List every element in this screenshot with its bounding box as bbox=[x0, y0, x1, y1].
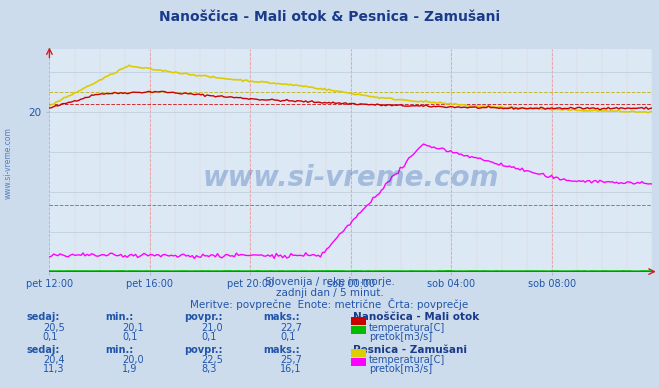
Text: pretok[m3/s]: pretok[m3/s] bbox=[369, 332, 432, 342]
Text: maks.:: maks.: bbox=[264, 312, 301, 322]
Text: sedaj:: sedaj: bbox=[26, 345, 60, 355]
Text: 21,0: 21,0 bbox=[201, 323, 223, 333]
Text: 20,0: 20,0 bbox=[122, 355, 144, 365]
Text: temperatura[C]: temperatura[C] bbox=[369, 323, 445, 333]
Text: 20,5: 20,5 bbox=[43, 323, 65, 333]
Text: Meritve: povprečne  Enote: metrične  Črta: povprečje: Meritve: povprečne Enote: metrične Črta:… bbox=[190, 298, 469, 310]
Text: Nanoščica - Mali otok: Nanoščica - Mali otok bbox=[353, 312, 479, 322]
Text: 22,7: 22,7 bbox=[280, 323, 302, 333]
Text: maks.:: maks.: bbox=[264, 345, 301, 355]
Text: 0,1: 0,1 bbox=[280, 332, 295, 342]
Text: min.:: min.: bbox=[105, 345, 134, 355]
Text: 1,9: 1,9 bbox=[122, 364, 137, 374]
Text: pretok[m3/s]: pretok[m3/s] bbox=[369, 364, 432, 374]
Text: 25,7: 25,7 bbox=[280, 355, 302, 365]
Text: 0,1: 0,1 bbox=[43, 332, 58, 342]
Text: zadnji dan / 5 minut.: zadnji dan / 5 minut. bbox=[275, 288, 384, 298]
Text: povpr.:: povpr.: bbox=[185, 312, 223, 322]
Text: 0,1: 0,1 bbox=[122, 332, 137, 342]
Text: Nanoščica - Mali otok & Pesnica - Zamušani: Nanoščica - Mali otok & Pesnica - Zamuša… bbox=[159, 10, 500, 24]
Text: www.si-vreme.com: www.si-vreme.com bbox=[203, 164, 499, 192]
Text: sedaj:: sedaj: bbox=[26, 312, 60, 322]
Text: 20,1: 20,1 bbox=[122, 323, 144, 333]
Text: 0,1: 0,1 bbox=[201, 332, 216, 342]
Text: 11,3: 11,3 bbox=[43, 364, 65, 374]
Text: www.si-vreme.com: www.si-vreme.com bbox=[3, 127, 13, 199]
Text: 16,1: 16,1 bbox=[280, 364, 302, 374]
Text: 20,4: 20,4 bbox=[43, 355, 65, 365]
Text: min.:: min.: bbox=[105, 312, 134, 322]
Text: temperatura[C]: temperatura[C] bbox=[369, 355, 445, 365]
Text: 22,5: 22,5 bbox=[201, 355, 223, 365]
Text: Pesnica - Zamušani: Pesnica - Zamušani bbox=[353, 345, 467, 355]
Text: povpr.:: povpr.: bbox=[185, 345, 223, 355]
Text: 8,3: 8,3 bbox=[201, 364, 216, 374]
Text: Slovenija / reke in morje.: Slovenija / reke in morje. bbox=[264, 277, 395, 288]
